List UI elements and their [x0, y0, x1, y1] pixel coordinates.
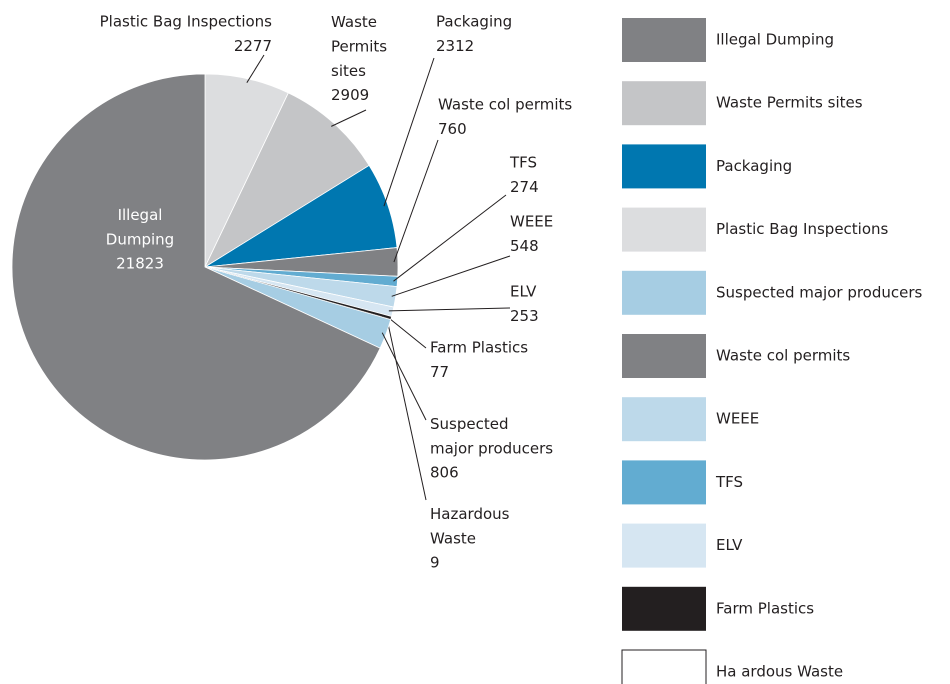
- leader-line: [393, 194, 507, 282]
- pie-slice: [204, 92, 370, 269]
- leader-line: [381, 332, 427, 421]
- slice-label: Waste Permits sites: [331, 13, 387, 80]
- slice-value: 2277: [234, 37, 272, 55]
- leader-line: [391, 255, 511, 297]
- legend-swatch: [622, 18, 706, 62]
- slice-value: 2312: [436, 37, 474, 55]
- legend-label: Packaging: [716, 157, 792, 175]
- slice-label: Waste col permits: [438, 96, 572, 114]
- slice-label: Plastic Bag Inspections: [100, 13, 273, 31]
- leader-line: [383, 57, 435, 207]
- slice-label: TFS: [509, 154, 537, 172]
- legend-swatch: [622, 144, 706, 189]
- legend-label: ELV: [716, 536, 743, 554]
- legend-swatch: [622, 334, 706, 378]
- leader-line: [393, 139, 439, 263]
- slice-value: 274: [510, 178, 539, 196]
- slice-value: 806: [430, 464, 459, 482]
- legend-label: Waste Permits sites: [716, 94, 863, 112]
- slice-value: 77: [430, 363, 449, 381]
- legend-label: WEEE: [716, 410, 759, 428]
- leader-line: [246, 54, 265, 83]
- leader-line: [331, 109, 367, 127]
- slice-label: WEEE: [510, 213, 553, 231]
- legend-label: Plastic Bag Inspections: [716, 220, 889, 238]
- legend-swatch: [622, 397, 706, 442]
- legend-swatch: [622, 586, 706, 631]
- legend-label: Ha ardous Waste: [716, 663, 843, 681]
- leader-line: [386, 318, 427, 501]
- slice-value: 548: [510, 237, 539, 255]
- legend-swatch: [622, 270, 706, 315]
- legend-swatch: [622, 523, 706, 568]
- slice-value: 21823: [116, 255, 164, 273]
- slice-value: 760: [438, 120, 467, 138]
- legend-label: TFS: [715, 473, 743, 491]
- slice-value: 2909: [331, 86, 369, 104]
- slice-label: Packaging: [436, 13, 512, 31]
- legend-swatch: [622, 460, 706, 505]
- slice-label: Suspected major producers: [430, 415, 553, 458]
- leader-line: [387, 316, 427, 349]
- legend-label: Illegal Dumping: [716, 31, 834, 49]
- slice-value: 253: [510, 307, 539, 325]
- slice-value: 9: [430, 554, 440, 572]
- slice-label: ELV: [510, 283, 537, 301]
- legend-label: Farm Plastics: [716, 599, 814, 617]
- legend-swatch: [622, 207, 706, 252]
- legend-label: Suspected major producers: [716, 283, 923, 301]
- leader-line: [388, 307, 511, 312]
- slice-label: Hazardous Waste: [430, 505, 510, 548]
- slice-label: Farm Plastics: [430, 339, 528, 357]
- legend-swatch: [621, 649, 707, 684]
- legend-label: Waste col permits: [716, 347, 850, 365]
- slice-label: Illegal Dumping: [106, 206, 174, 249]
- legend-swatch: [622, 81, 706, 126]
- pie-slice: [11, 73, 381, 461]
